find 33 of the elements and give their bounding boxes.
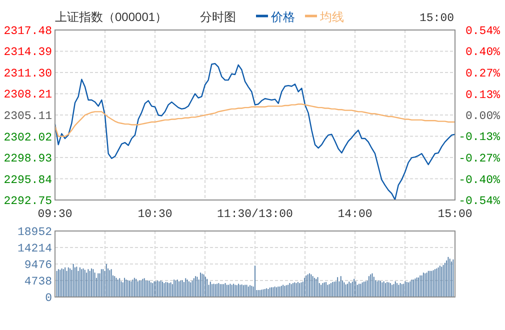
y-tick-label: 14214 xyxy=(17,242,52,256)
x-tick-label: 15:00 xyxy=(438,208,472,221)
y-tick-label: 2317.48 xyxy=(4,25,52,38)
y-tick-label: 18952 xyxy=(17,226,52,239)
y-tick-label: 4738 xyxy=(24,276,52,288)
text: 15:00 xyxy=(419,12,454,25)
legend-label: 均线 xyxy=(319,10,344,24)
y-tick-label: 2292.75 xyxy=(4,195,52,208)
y2-tick-label: 0.27% xyxy=(465,68,500,81)
y2-tick-label: -0.27% xyxy=(458,152,500,166)
y-tick-label: 2302.02 xyxy=(4,131,52,144)
y2-tick-label: 0.00% xyxy=(465,110,500,123)
x-tick-label: 10:30 xyxy=(138,208,172,221)
y-tick-label: 2298.93 xyxy=(4,152,52,166)
y2-tick-label: 0.13% xyxy=(465,88,500,102)
chart-subtitle: 分时图 xyxy=(200,10,236,24)
legend-label: 价格 xyxy=(270,10,295,24)
y-tick-label: 2314.39 xyxy=(4,46,52,60)
y2-tick-label: 0.40% xyxy=(465,46,500,60)
x-tick-label: 09:30 xyxy=(38,208,72,221)
y-tick-label: 2295.84 xyxy=(4,174,52,187)
y-tick-label: 0 xyxy=(45,292,52,305)
x-tick-label: 11:30/13:00 xyxy=(217,208,294,221)
x-tick-label: 14:00 xyxy=(338,208,372,221)
y-tick-label: 2305.11 xyxy=(4,110,52,124)
y-tick-label: 9476 xyxy=(24,259,52,272)
y2-tick-label: -0.13% xyxy=(458,131,500,144)
chart-title: 上证指数（000001） xyxy=(55,10,168,24)
y2-tick-label: 0.54% xyxy=(465,25,500,38)
y2-tick-label: -0.40% xyxy=(458,174,500,187)
y-tick-label: 2308.21 xyxy=(4,88,52,102)
y2-tick-label: -0.54% xyxy=(458,195,500,208)
y-tick-label: 2311.30 xyxy=(4,67,52,80)
